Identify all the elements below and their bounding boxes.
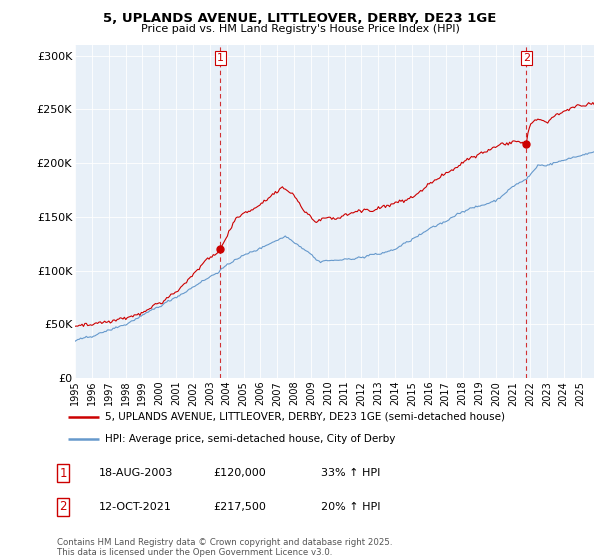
Text: 2: 2 [523,53,530,63]
Text: £217,500: £217,500 [213,502,266,512]
Text: 1: 1 [59,466,67,480]
Text: Contains HM Land Registry data © Crown copyright and database right 2025.
This d: Contains HM Land Registry data © Crown c… [57,538,392,557]
Text: 1: 1 [217,53,224,63]
Text: 5, UPLANDS AVENUE, LITTLEOVER, DERBY, DE23 1GE: 5, UPLANDS AVENUE, LITTLEOVER, DERBY, DE… [103,12,497,25]
Text: 20% ↑ HPI: 20% ↑ HPI [321,502,380,512]
Text: 33% ↑ HPI: 33% ↑ HPI [321,468,380,478]
Text: 5, UPLANDS AVENUE, LITTLEOVER, DERBY, DE23 1GE (semi-detached house): 5, UPLANDS AVENUE, LITTLEOVER, DERBY, DE… [104,412,505,422]
Text: HPI: Average price, semi-detached house, City of Derby: HPI: Average price, semi-detached house,… [104,434,395,444]
Text: 2: 2 [59,500,67,514]
Text: Price paid vs. HM Land Registry's House Price Index (HPI): Price paid vs. HM Land Registry's House … [140,24,460,34]
Text: 12-OCT-2021: 12-OCT-2021 [99,502,172,512]
Text: £120,000: £120,000 [213,468,266,478]
Text: 18-AUG-2003: 18-AUG-2003 [99,468,173,478]
